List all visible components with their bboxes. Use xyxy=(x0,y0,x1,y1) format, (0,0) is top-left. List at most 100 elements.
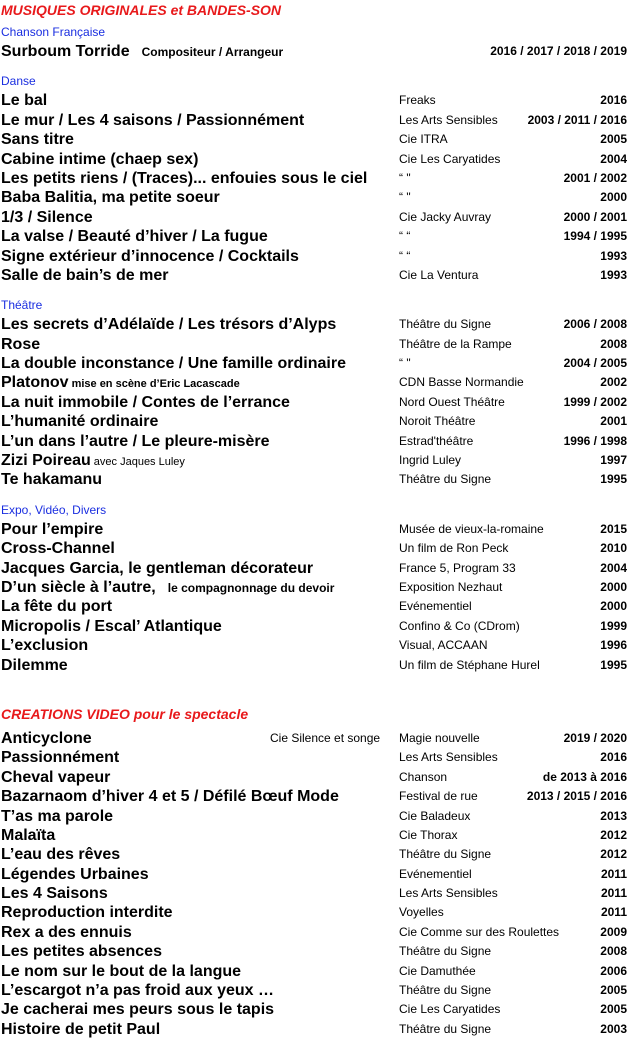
entry-venue: “ " xyxy=(399,170,411,185)
entry-venue: Evénementiel xyxy=(399,599,472,614)
entry-venue: Estrad'théâtre xyxy=(399,433,474,448)
entry-row: D’un siècle à l’autre, le compagnonnage d… xyxy=(0,578,639,597)
entry-venue: Visual, ACCAAN xyxy=(399,638,488,653)
entry-venue: CDN Basse Normandie xyxy=(399,375,524,390)
rows: Les secrets d’Adélaïde / Les trésors d’A… xyxy=(0,315,639,490)
entry-years: 2016 xyxy=(600,93,627,108)
entry-row: Dilemme Un film de Stéphane Hurel 1995 xyxy=(0,656,639,675)
entry-years: 2004 xyxy=(600,560,627,575)
entry-title: Passionnément xyxy=(1,749,120,767)
entry-row: Jacques Garcia, le gentleman décorateur F… xyxy=(0,559,639,578)
entry-years: 2010 xyxy=(600,541,627,556)
entry-title: Micropolis / Escal’ Atlantique xyxy=(1,617,222,635)
entry-title: L’un dans l’autre / Le pleure-misère xyxy=(1,432,270,450)
entry-row: 1/3 / Silence Cie Jacky Auvray 2000 / 2001 xyxy=(0,208,639,227)
entry-title: La fête du port xyxy=(1,598,113,616)
entry-title: Le bal xyxy=(1,92,48,110)
entry-years: 1999 xyxy=(600,618,627,633)
entry-title: Malaïta xyxy=(1,826,56,844)
rows: Pour l’empire Musée de vieux-la-romaine 20… xyxy=(0,520,639,675)
entry-title: La nuit immobile / Contes de l’errance xyxy=(1,393,290,411)
rows: Anticyclone Cie Silence et songe Magie nou… xyxy=(0,729,639,1039)
entry-row: Platonov mise en scène d’Eric Lacascade CD… xyxy=(0,373,639,392)
entry-venue: Freaks xyxy=(399,93,436,108)
entry-row: Le nom sur le bout de la langue Cie Damut… xyxy=(0,962,639,981)
entry-years: 2011 xyxy=(600,905,627,920)
entry-years: 2006 / 2008 xyxy=(563,317,627,332)
entry-years: 1996 xyxy=(600,638,627,653)
entry-row: Sans titre Cie ITRA 2005 xyxy=(0,130,639,149)
group-label: Expo, Vidéo, Divers xyxy=(1,502,107,517)
entry-years: 2009 xyxy=(600,924,627,939)
entry-title: Cheval vapeur xyxy=(1,768,111,786)
entry-title: D’un siècle à l’autre, le compagnonnage d… xyxy=(1,578,335,596)
entry-row: Malaïta Cie Thorax 2012 xyxy=(0,826,639,845)
entry-title: La double inconstance / Une famille ordi… xyxy=(1,355,346,373)
entry-venue: Cie Jacky Auvray xyxy=(399,209,492,224)
entry-row: Signe extérieur d’innocence / Cocktails “… xyxy=(0,247,639,266)
group: Danse Le bal Freaks 2016 Le mur / Les 4 sais… xyxy=(0,71,639,285)
entry-venue: Un film de Ron Peck xyxy=(399,541,509,556)
entry-years: 1996 / 1998 xyxy=(563,433,627,448)
entry-venue: Evénementiel xyxy=(399,866,472,881)
entry-years: 2013 xyxy=(600,808,627,823)
entry-years: 1995 xyxy=(600,657,627,672)
entry-venue: Cie Damuthée xyxy=(399,963,476,978)
entry-row: Baba Balitia, ma petite soeur “ " 2000 xyxy=(0,188,639,207)
entry-row: Anticyclone Cie Silence et songe Magie nou… xyxy=(0,729,639,748)
entry-years: 1997 xyxy=(600,453,627,468)
entry-title: Rose xyxy=(1,335,41,353)
entry-title: Les petites absences xyxy=(1,943,162,961)
entry-years: 2000 xyxy=(600,579,627,594)
entry-row: Pour l’empire Musée de vieux-la-romaine 20… xyxy=(0,520,639,539)
group: Théâtre Les secrets d’Adélaïde / Les trés… xyxy=(0,295,639,490)
entry-title: Le nom sur le bout de la langue xyxy=(1,962,242,980)
entry-title: L’eau des rêves xyxy=(1,846,121,864)
entry-row: Les petites absences Théâtre du Signe 2008 xyxy=(0,942,639,961)
rows: Surboum Torride Compositeur / Arrangeur 20… xyxy=(0,42,639,61)
entry-title: Bazarnaom d’hiver 4 et 5 / Défilé Bœuf M… xyxy=(1,788,339,806)
entry-years: 2011 xyxy=(600,886,627,901)
group: Chanson Française Surboum Torride Composit… xyxy=(0,22,639,61)
entry-title: Je cacherai mes peurs sous le tapis xyxy=(1,1001,275,1019)
entry-row: Le bal Freaks 2016 xyxy=(0,91,639,110)
entry-venue: Noroit Théâtre xyxy=(399,414,476,429)
entry-row: La fête du port Evénementiel 2000 xyxy=(0,597,639,616)
entry-venue: Cie La Ventura xyxy=(399,267,479,282)
entry-row: L’humanité ordinaire Noroit Théâtre 2001 xyxy=(0,412,639,431)
entry-row: Micropolis / Escal’ Atlantique Confino & … xyxy=(0,617,639,636)
entry-note: mise en scène d’Eric Lacascade xyxy=(71,378,240,391)
entry-venue: “ " xyxy=(399,190,411,205)
group-label: Danse xyxy=(1,74,36,89)
section-heading: MUSIQUES ORIGINALES et BANDES-SON xyxy=(1,2,282,18)
entry-title: Pour l’empire xyxy=(1,520,104,538)
section: MUSIQUES ORIGINALES et BANDES-SON Chanson… xyxy=(0,2,639,675)
entry-years: 2005 xyxy=(600,983,627,998)
entry-row: La valse / Beauté d’hiver / La fugue “ “ 1… xyxy=(0,227,639,246)
entry-title: Rex a des ennuis xyxy=(1,923,132,941)
entry-years: 2012 xyxy=(600,827,627,842)
entry-years: de 2013 à 2016 xyxy=(542,769,627,784)
entry-years: 2015 xyxy=(600,521,627,536)
entry-row: Les secrets d’Adélaïde / Les trésors d’A… xyxy=(0,315,639,334)
entry-years: 2005 xyxy=(600,132,627,147)
entry-years: 2001 xyxy=(600,414,627,429)
entry-years: 2011 xyxy=(600,866,627,881)
entry-title: Anticyclone xyxy=(1,729,92,747)
entry-venue: Théâtre du Signe xyxy=(399,317,492,332)
rows: Le bal Freaks 2016 Le mur / Les 4 saisons /… xyxy=(0,91,639,285)
entry-title: Légendes Urbaines xyxy=(1,865,149,883)
entry-row: Histoire de petit Paul Théâtre du Signe 20… xyxy=(0,1020,639,1039)
entry-venue: Théâtre du Signe xyxy=(399,472,492,487)
entry-title: Te hakamanu xyxy=(1,471,103,489)
entry-title: La valse / Beauté d’hiver / La fugue xyxy=(1,228,268,246)
entry-title: Cabine intime (chaep sex) xyxy=(1,150,199,168)
entry-venue: Musée de vieux-la-romaine xyxy=(399,521,544,536)
entry-years: 2001 / 2002 xyxy=(563,170,627,185)
entry-title: Platonov mise en scène d’Eric Lacascade xyxy=(1,374,240,392)
entry-venue: Cie Les Caryatides xyxy=(399,1002,501,1017)
entry-venue: France 5, Program 33 xyxy=(399,560,516,575)
entry-venue: Festival de rue xyxy=(399,789,478,804)
entry-title: Histoire de petit Paul xyxy=(1,1020,161,1038)
entry-title: Les petits riens / (Traces)... enfouies … xyxy=(1,169,368,187)
